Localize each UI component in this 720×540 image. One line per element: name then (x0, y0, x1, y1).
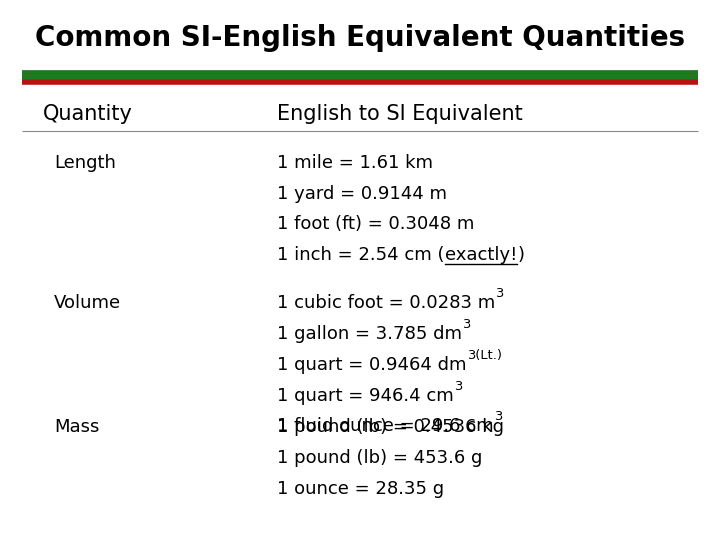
Text: 1 pound (lb) = 0.4536 kg: 1 pound (lb) = 0.4536 kg (277, 418, 504, 436)
Text: 1 foot (ft) = 0.3048 m: 1 foot (ft) = 0.3048 m (277, 215, 474, 233)
Text: 1 gallon = 3.785 dm: 1 gallon = 3.785 dm (277, 325, 462, 343)
Text: ): ) (517, 246, 524, 264)
Text: 1 ounce = 28.35 g: 1 ounce = 28.35 g (277, 480, 444, 498)
Text: 1 fluid ounce = 29.6 cm: 1 fluid ounce = 29.6 cm (277, 417, 494, 435)
Text: 1 mile = 1.61 km: 1 mile = 1.61 km (277, 154, 433, 172)
Text: 1 pound (lb) = 453.6 g: 1 pound (lb) = 453.6 g (277, 449, 482, 467)
Text: 1 quart = 0.9464 dm: 1 quart = 0.9464 dm (277, 356, 467, 374)
Text: exactly!: exactly! (445, 246, 517, 264)
Text: 3(Lt.): 3(Lt.) (467, 349, 502, 362)
Text: 1 cubic foot = 0.0283 m: 1 cubic foot = 0.0283 m (277, 294, 495, 312)
Text: 3: 3 (454, 380, 462, 393)
Text: Length: Length (54, 154, 116, 172)
Text: Common SI-English Equivalent Quantities: Common SI-English Equivalent Quantities (35, 24, 685, 52)
Text: Quantity: Quantity (43, 104, 133, 124)
Text: 3: 3 (495, 287, 504, 300)
Text: 1 yard = 0.9144 m: 1 yard = 0.9144 m (277, 185, 447, 202)
Text: 3: 3 (462, 318, 470, 331)
Text: 1 quart = 946.4 cm: 1 quart = 946.4 cm (277, 387, 454, 404)
Text: English to SI Equivalent: English to SI Equivalent (277, 104, 523, 124)
Text: Volume: Volume (54, 294, 121, 312)
Text: Mass: Mass (54, 418, 99, 436)
Text: 1 inch = 2.54 cm (: 1 inch = 2.54 cm ( (277, 246, 445, 264)
Text: 3: 3 (494, 410, 502, 423)
